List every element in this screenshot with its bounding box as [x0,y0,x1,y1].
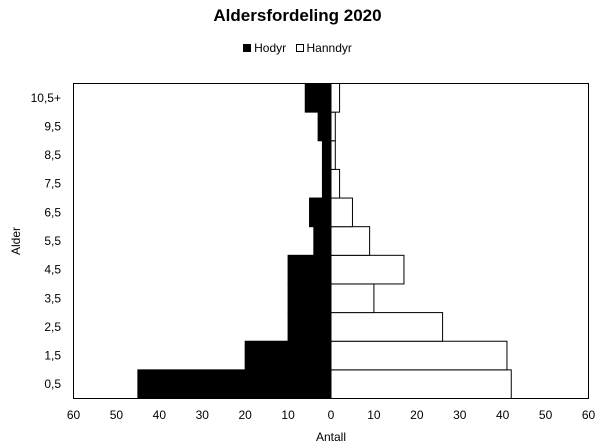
x-tick-label: 10 [367,408,381,422]
bar-hodyr-9-5 [317,111,332,142]
y-tick-label: 0,5 [44,377,61,391]
y-tick-label: 6,5 [44,205,61,219]
bar-hanndyr-2-5 [330,312,444,342]
bar-hodyr-1-5 [244,340,332,371]
legend-swatch-hodyr [243,44,252,52]
legend-label-hanndyr: Hanndyr [306,41,352,55]
x-tick-label: 20 [238,408,252,422]
bar-hodyr-6-5 [309,197,332,228]
bar-hanndyr-0-5 [330,369,512,400]
y-tick-label: 8,5 [44,148,61,162]
legend-swatch-hanndyr [295,44,304,52]
x-tick-label: 30 [453,408,467,422]
y-tick-label: 2,5 [44,320,61,334]
x-tick-label: 40 [496,408,510,422]
bar-hodyr-5-5 [313,226,332,256]
bar-hanndyr-5-5 [330,226,371,256]
y-tick-label: 1,5 [44,349,61,363]
bar-hanndyr-3-5 [330,283,375,314]
bar-hodyr-8-5 [321,140,332,170]
legend-item-hodyr: Hodyr [243,41,286,55]
ticks-layer: 0,5 1,5 2,5 3,5 4,5 5,5 6,5 7,5 8,5 9,5 10,5+ 60 50 4… [31,91,595,422]
bar-hodyr-3-5 [287,283,332,314]
y-tick-label: 9,5 [44,119,61,133]
bar-hodyr-0-5 [137,369,332,400]
y-axis-title: Alder [9,227,23,255]
plot-frame [73,83,589,399]
bars-layer [137,83,512,400]
x-tick-label: 50 [110,408,124,422]
y-tick-label: 3,5 [44,291,61,305]
x-tick-label: 30 [196,408,210,422]
bar-hanndyr-6-5 [330,197,353,228]
bar-hanndyr-7-5 [330,168,341,199]
x-tick-label: 0 [328,408,335,422]
x-axis-title: Antall [316,430,346,444]
y-tick-label: 10,5+ [31,91,61,105]
y-tick-label: 7,5 [44,177,61,191]
x-tick-label: 50 [539,408,553,422]
bar-hanndyr-1-5 [330,340,508,371]
x-tick-label: 60 [67,408,81,422]
bar-hodyr-2-5 [287,312,332,342]
bar-hodyr-10-5- [304,83,332,113]
bar-hodyr-4-5 [287,254,332,285]
legend-item-hanndyr: Hanndyr [295,41,352,55]
x-tick-label: 10 [281,408,295,422]
x-tick-label: 20 [410,408,424,422]
y-tick-label: 4,5 [44,263,61,277]
bar-hanndyr-8-5 [330,140,336,170]
bar-hanndyr-9-5 [330,111,336,142]
bar-hanndyr-4-5 [330,254,405,285]
x-tick-label: 60 [582,408,595,422]
y-tick-label: 5,5 [44,234,61,248]
chart-title: Aldersfordeling 2020 [213,6,382,25]
legend: Hodyr Hanndyr [0,41,595,55]
legend-label-hodyr: Hodyr [254,41,287,55]
x-tick-label: 40 [153,408,167,422]
bar-hodyr-7-5 [321,168,332,199]
bar-hanndyr-10-5- [330,83,341,113]
